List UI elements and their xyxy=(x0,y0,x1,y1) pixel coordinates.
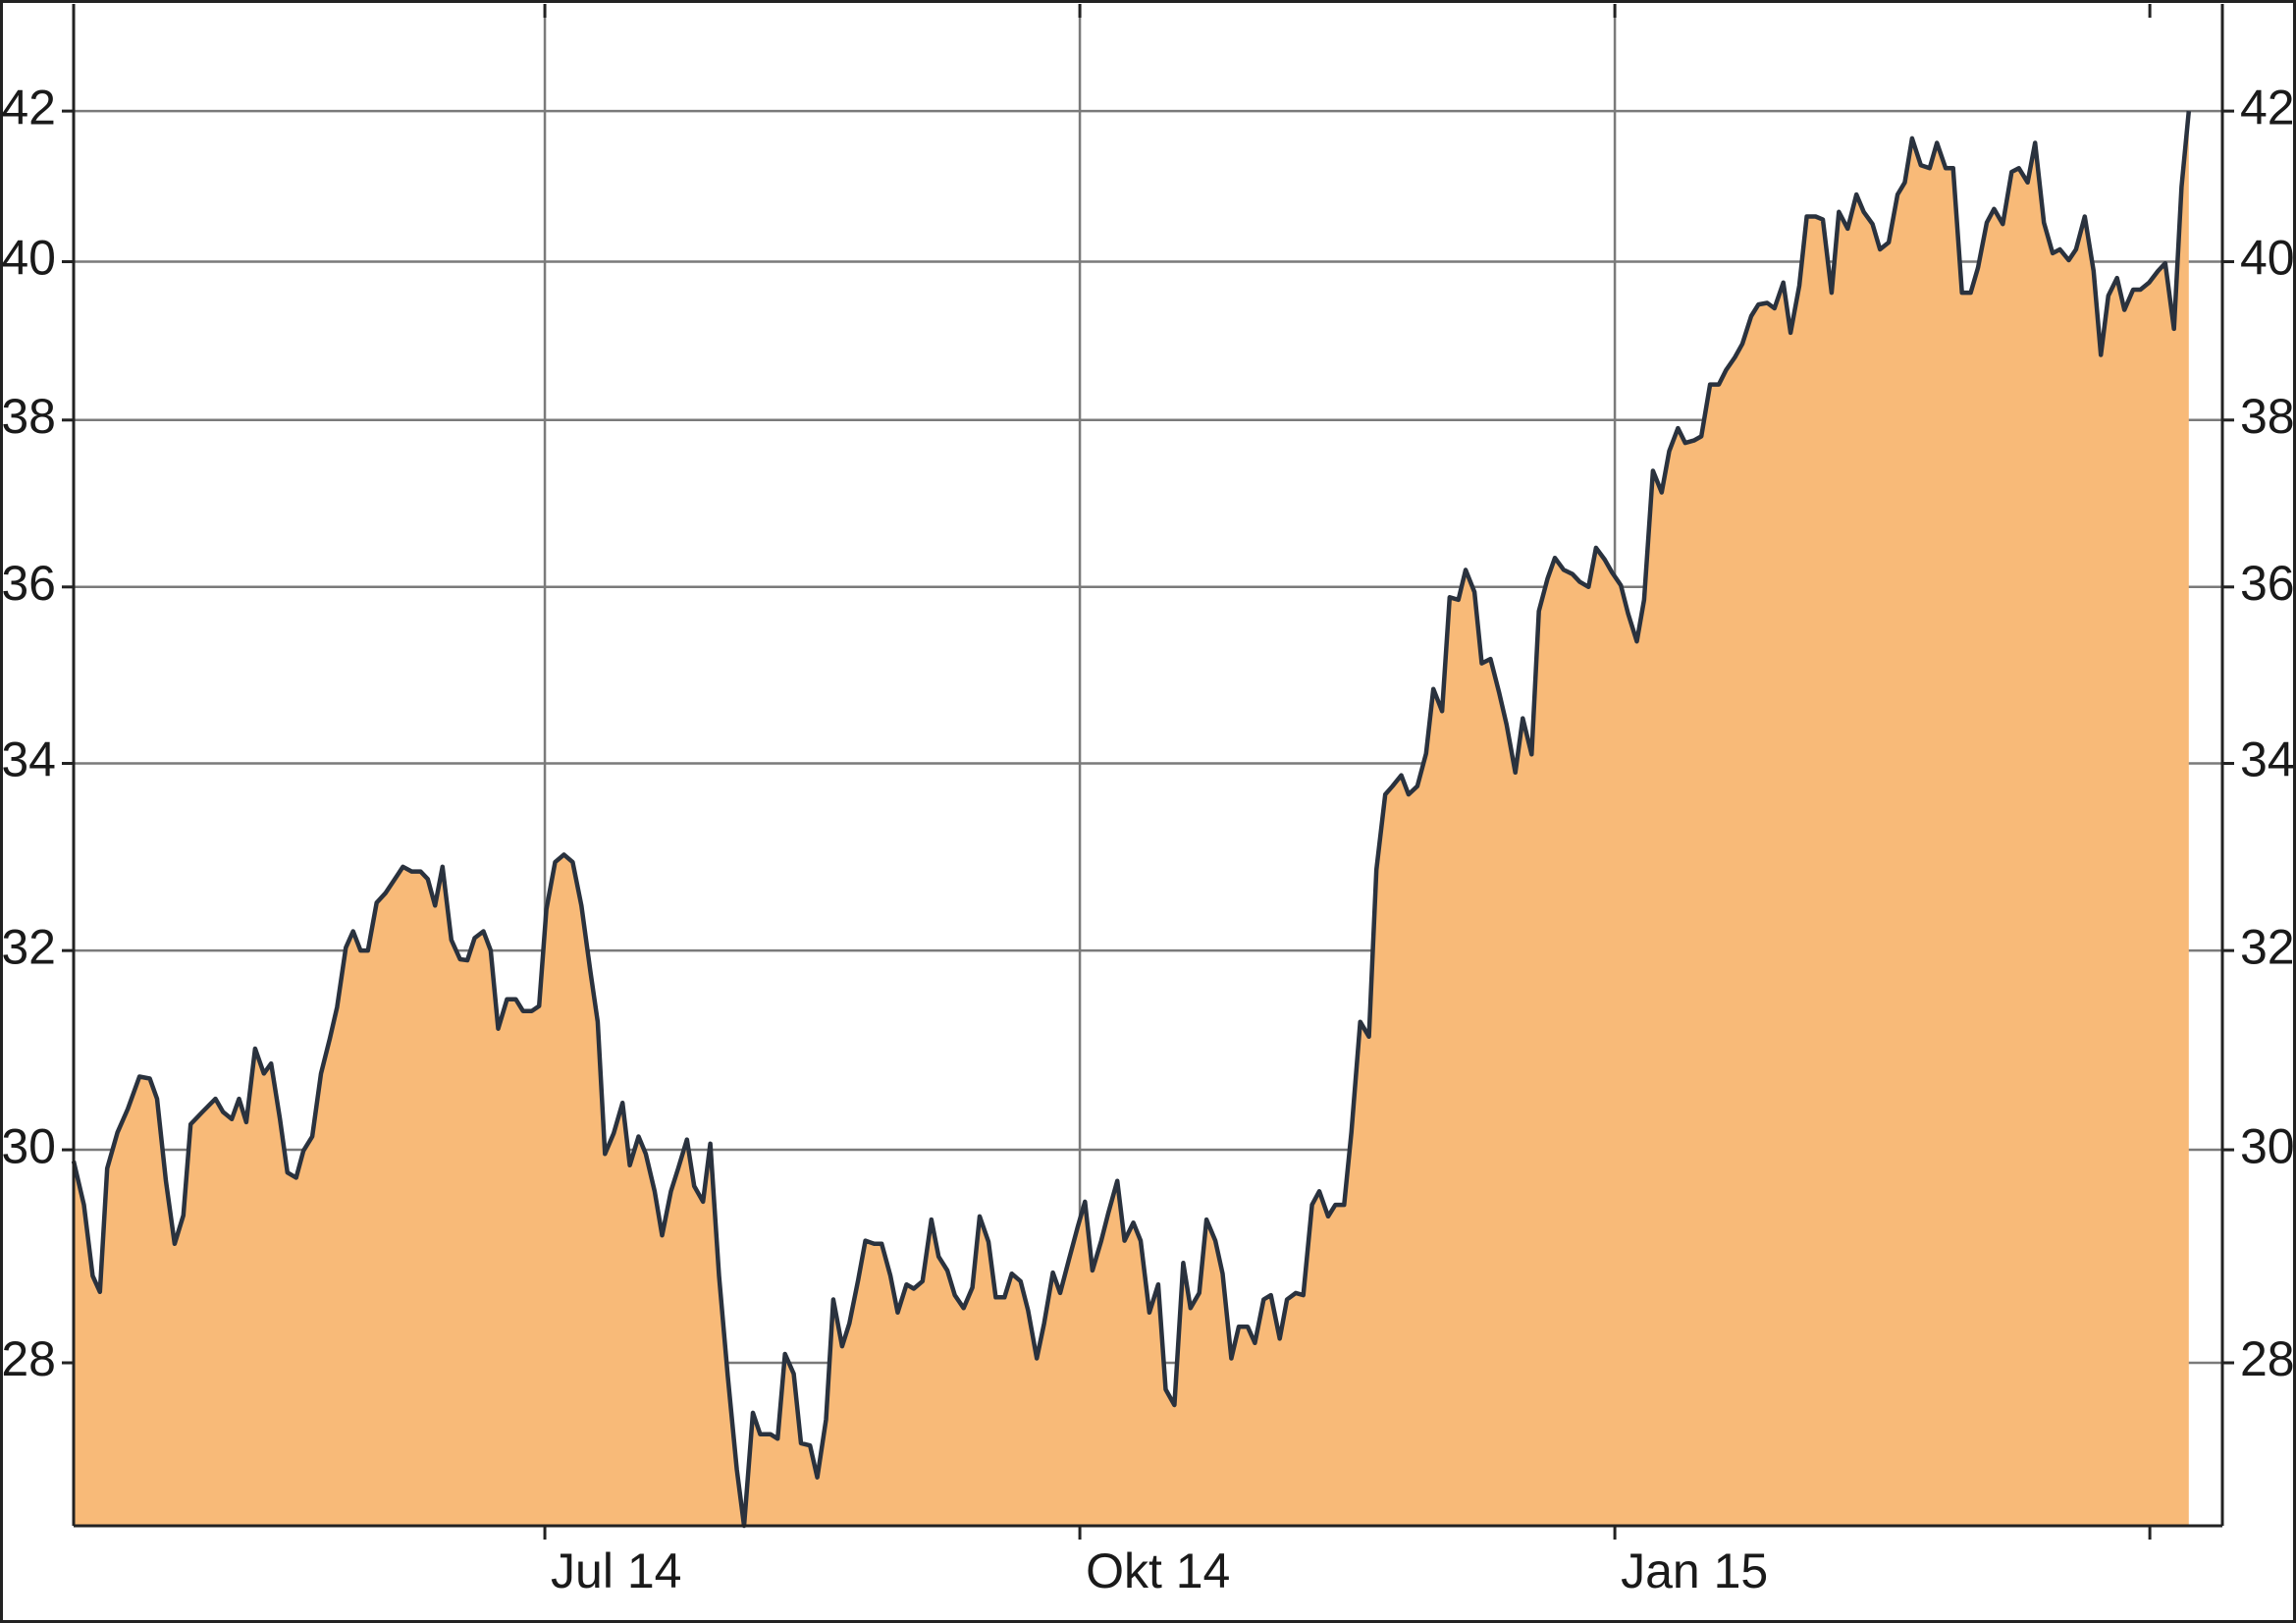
y2-tick-label: 30 xyxy=(2240,1118,2295,1173)
y-tick-label: 40 xyxy=(1,231,56,286)
y-tick-label: 30 xyxy=(1,1118,56,1173)
y-tick-label: 34 xyxy=(1,732,56,787)
y2-tick-label: 40 xyxy=(2240,231,2295,286)
y2-tick-label: 32 xyxy=(2240,919,2295,974)
y-tick-label: 36 xyxy=(1,556,56,611)
y2-tick-label: 36 xyxy=(2240,556,2295,611)
y-tick-label: 42 xyxy=(1,80,56,135)
x-tick-label: Okt 14 xyxy=(1086,1543,1230,1598)
y2-tick-label: 42 xyxy=(2240,80,2295,135)
area-fill xyxy=(74,111,2189,1527)
y-tick-label: 28 xyxy=(1,1331,56,1386)
x-tick-label: Jul 14 xyxy=(551,1543,681,1598)
price-line xyxy=(71,110,2192,1529)
y2-tick-label: 28 xyxy=(2240,1331,2295,1386)
y-tick-label: 38 xyxy=(1,389,56,444)
x-tick-label: Jan 15 xyxy=(1621,1543,1768,1598)
y2-tick-label: 38 xyxy=(2240,389,2295,444)
y-tick-label: 32 xyxy=(1,919,56,974)
y2-tick-label: 34 xyxy=(2240,732,2295,787)
